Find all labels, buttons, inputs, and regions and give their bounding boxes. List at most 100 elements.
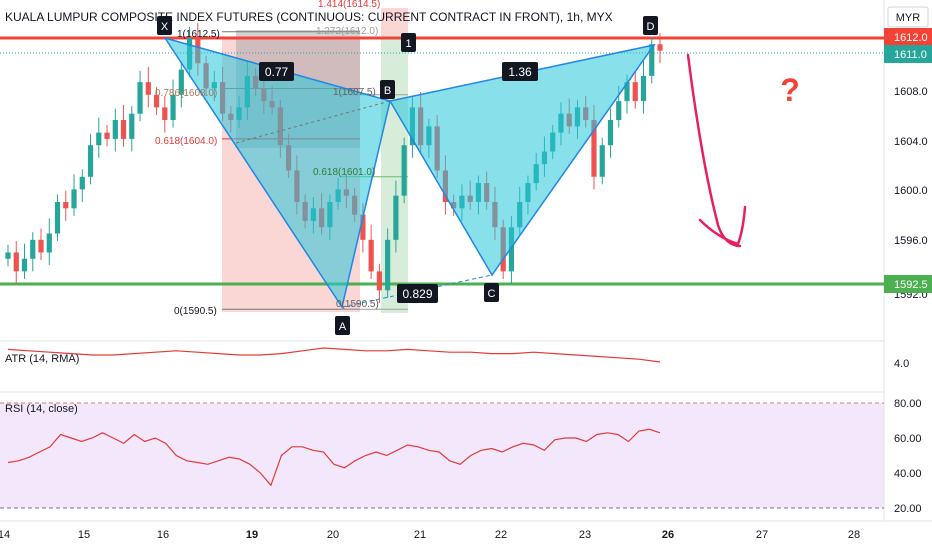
candle-body	[87, 145, 94, 177]
time-tick: 22	[495, 529, 507, 541]
candle-body	[145, 82, 151, 95]
fib-label-618: 0.618(1604.0)	[155, 136, 217, 147]
fib-label-bottom: 0(1590.5)	[174, 306, 217, 317]
atr-label: ATR (14, RMA)	[5, 353, 79, 365]
candle-body	[508, 227, 515, 272]
fib-label-1272: 1.272(1612.0)	[316, 26, 378, 37]
point-x-label: X	[161, 21, 169, 33]
time-tick: 28	[848, 529, 860, 541]
point-b-label: B	[384, 85, 391, 97]
annotation-question-mark: ?	[780, 72, 800, 108]
time-tick: 20	[327, 529, 339, 541]
marker-one-text: 1	[405, 38, 411, 50]
rsi-tick: 60.00	[894, 433, 922, 445]
fib-label-ab-bottom: 0(1590.5)	[336, 299, 379, 310]
resistance-price-text: 1612.0	[894, 32, 928, 44]
fib-label-786: 0.786(1608.0)	[155, 88, 217, 99]
candle-body	[96, 132, 102, 146]
time-tick: 27	[756, 529, 768, 541]
candle-body	[63, 202, 69, 209]
candle-body	[170, 94, 176, 120]
price-tick: 1608.0	[894, 86, 928, 98]
price-tick: 1600.0	[894, 185, 928, 197]
candle-body	[360, 214, 366, 240]
price-axis[interactable]: 1608.0 1604.0 1600.0 1596.0 1592.0	[894, 86, 928, 301]
time-tick: 19	[246, 529, 258, 541]
candle-body	[368, 239, 374, 272]
ratio-bcd-text: 1.36	[508, 65, 532, 79]
annotation-down-arrow	[686, 53, 747, 248]
chart-title: KUALA LUMPUR COMPOSITE INDEX FUTURES (CO…	[5, 10, 613, 24]
candle-body	[120, 120, 127, 139]
point-a-label: A	[339, 321, 347, 333]
rsi-tick: 20.00	[894, 503, 922, 515]
candle-body	[30, 239, 36, 259]
time-axis[interactable]: 14 15 16 19 20 21 22 23 26 27 28	[0, 529, 860, 541]
time-tick: 16	[157, 529, 169, 541]
rsi-line	[7, 428, 661, 487]
time-tick: 23	[579, 529, 591, 541]
ratio-bcd: 1.36	[502, 62, 538, 81]
harmonic-xb-line	[164, 37, 391, 102]
candle-body	[599, 145, 605, 177]
candle-body	[104, 132, 110, 139]
candle-body	[393, 195, 399, 240]
fib-label-ab-618: 0.618(1601.0)	[313, 167, 375, 178]
last-price-text: 1611.0	[894, 49, 927, 61]
candle-body	[401, 145, 407, 196]
candle-body	[129, 113, 135, 139]
point-a-marker: A	[335, 316, 350, 335]
fib-label-ab-top: 1(1607.5)	[333, 87, 376, 98]
candle-body	[71, 189, 77, 209]
fib-zone-red-small	[381, 8, 408, 36]
rsi-tick: 40.00	[894, 468, 922, 480]
time-tick: 15	[78, 529, 90, 541]
currency-badge[interactable]	[887, 6, 929, 28]
point-c-marker: C	[484, 283, 499, 302]
candle-body	[657, 44, 663, 51]
candle-body	[137, 82, 143, 114]
time-tick: 14	[0, 529, 10, 541]
marker-one: 1	[401, 33, 416, 52]
support-price-tag	[884, 275, 932, 293]
ratio-abc-text: 0.829	[402, 287, 432, 301]
atr-tick: 4.0	[894, 358, 909, 370]
time-tick: 26	[662, 529, 674, 541]
point-b-marker: B	[380, 80, 395, 99]
point-d-label: D	[647, 21, 655, 33]
candle-body	[376, 271, 382, 291]
point-x-marker: X	[157, 16, 172, 35]
candle-body	[649, 44, 655, 76]
candle-body	[632, 82, 638, 102]
rsi-band	[0, 403, 884, 508]
candle-body	[38, 239, 44, 253]
candle-body	[153, 94, 160, 108]
fib-label-top: 1(1612.5)	[177, 29, 220, 40]
fib-label-1414: 1.414(1614.5)	[318, 0, 380, 10]
harmonic-ac-line	[341, 274, 493, 308]
rsi-tick: 80.00	[894, 398, 922, 410]
support-price-text: 1592.5	[894, 279, 928, 291]
candle-body	[162, 107, 168, 120]
currency-label: MYR	[896, 12, 921, 24]
candle-body	[640, 75, 647, 102]
rsi-label: RSI (14, close)	[5, 403, 78, 415]
candle-body	[178, 69, 184, 95]
candle-body	[46, 233, 52, 253]
candle-body	[616, 101, 622, 120]
candle-body	[79, 176, 85, 190]
point-d-marker: D	[643, 16, 658, 35]
price-tick: 1604.0	[894, 136, 928, 148]
candle-body	[21, 258, 28, 272]
candle-body	[54, 202, 61, 234]
candle-body	[5, 252, 11, 259]
candle-body	[624, 82, 630, 102]
point-c-label: C	[488, 288, 496, 300]
candle-body	[385, 239, 391, 291]
candle-body	[13, 252, 19, 272]
atr-line	[7, 347, 661, 363]
last-price-tag	[884, 45, 932, 63]
candle-body	[607, 120, 614, 146]
time-tick: 21	[414, 529, 426, 541]
